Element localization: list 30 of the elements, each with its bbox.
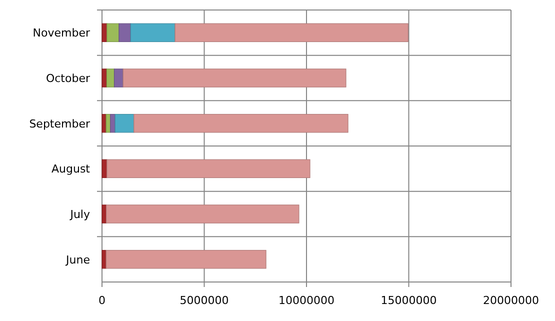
bar — [118, 23, 131, 42]
y-tick-label: September — [29, 117, 90, 130]
bar — [110, 114, 116, 133]
bar — [134, 114, 348, 133]
y-tick-label: August — [52, 162, 91, 176]
bar — [106, 159, 310, 178]
bar — [102, 68, 108, 88]
x-tick-label: 0 — [98, 294, 106, 307]
bar — [102, 159, 108, 178]
x-tick-label: 10000000 — [278, 294, 334, 307]
y-tick-label: November — [32, 26, 90, 40]
bar — [174, 23, 408, 42]
bar — [130, 23, 176, 42]
x-tick-label: 15000000 — [380, 294, 437, 307]
bar — [106, 23, 120, 42]
bar — [102, 23, 108, 42]
bar — [106, 204, 300, 224]
bar — [102, 250, 106, 269]
bar — [122, 68, 346, 88]
y-tick-label: July — [69, 208, 90, 221]
bar — [102, 204, 107, 224]
bar — [114, 68, 124, 88]
bar — [114, 114, 134, 133]
bar — [106, 250, 266, 269]
bar — [106, 68, 115, 88]
y-tick-label: June — [65, 253, 90, 266]
x-tick-label: 20000000 — [483, 294, 539, 307]
x-tick-label: 5000000 — [180, 294, 229, 307]
bar — [102, 114, 106, 133]
y-tick-label: October — [46, 72, 90, 85]
